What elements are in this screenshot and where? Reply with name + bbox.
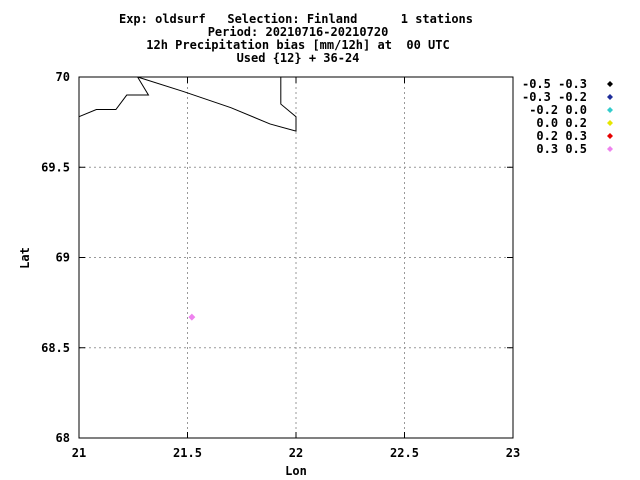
legend-marker: [607, 81, 613, 87]
y-tick-label: 69: [56, 251, 70, 265]
legend-label: -0.3 -0.2: [522, 90, 587, 104]
legend-label: 0.3 0.5: [536, 142, 587, 156]
y-tick-label: 70: [56, 70, 70, 84]
x-tick-label: 22: [289, 446, 303, 460]
x-tick-label: 22.5: [390, 446, 419, 460]
legend-marker: [607, 94, 613, 100]
y-tick-label: 68.5: [41, 341, 70, 355]
legend-label: -0.5 -0.3: [522, 77, 587, 91]
y-axis: 68 68.5 69 69.5 70: [41, 70, 513, 445]
legend-marker: [607, 133, 613, 139]
x-axis: 21 21.5 22 22.5 23: [72, 77, 520, 460]
x-tick-label: 21: [72, 446, 86, 460]
y-tick-label: 68: [56, 431, 70, 445]
x-axis-label: Lon: [285, 464, 307, 478]
title-line-3: 12h Precipitation bias [mm/12h] at 00 UT…: [146, 38, 449, 52]
title-line-2: Period: 20210716-20210720: [208, 25, 389, 39]
y-tick-label: 69.5: [41, 160, 70, 174]
coastline: [78, 76, 297, 132]
coastline-segment: [137, 76, 297, 132]
legend-label: 0.0 0.2: [536, 116, 587, 130]
x-tick-label: 21.5: [173, 446, 202, 460]
grid: [79, 77, 513, 438]
legend-marker: [607, 146, 613, 152]
coastline-segment: [78, 76, 150, 118]
chart-title: Exp: oldsurf Selection: Finland 1 statio…: [119, 12, 473, 65]
data-point: [188, 313, 196, 321]
y-axis-label: Lat: [18, 247, 32, 269]
legend-label: -0.2 0.0: [529, 103, 587, 117]
title-line-4: Used {12} + 36-24: [237, 51, 360, 65]
legend-marker: [607, 107, 613, 113]
x-tick-label: 23: [506, 446, 520, 460]
legend: -0.5 -0.3-0.3 -0.2-0.2 0.00.0 0.20.2 0.3…: [522, 77, 613, 156]
title-line-1: Exp: oldsurf Selection: Finland 1 statio…: [119, 12, 473, 26]
legend-label: 0.2 0.3: [536, 129, 587, 143]
legend-marker: [607, 120, 613, 126]
data-points: [188, 313, 196, 321]
